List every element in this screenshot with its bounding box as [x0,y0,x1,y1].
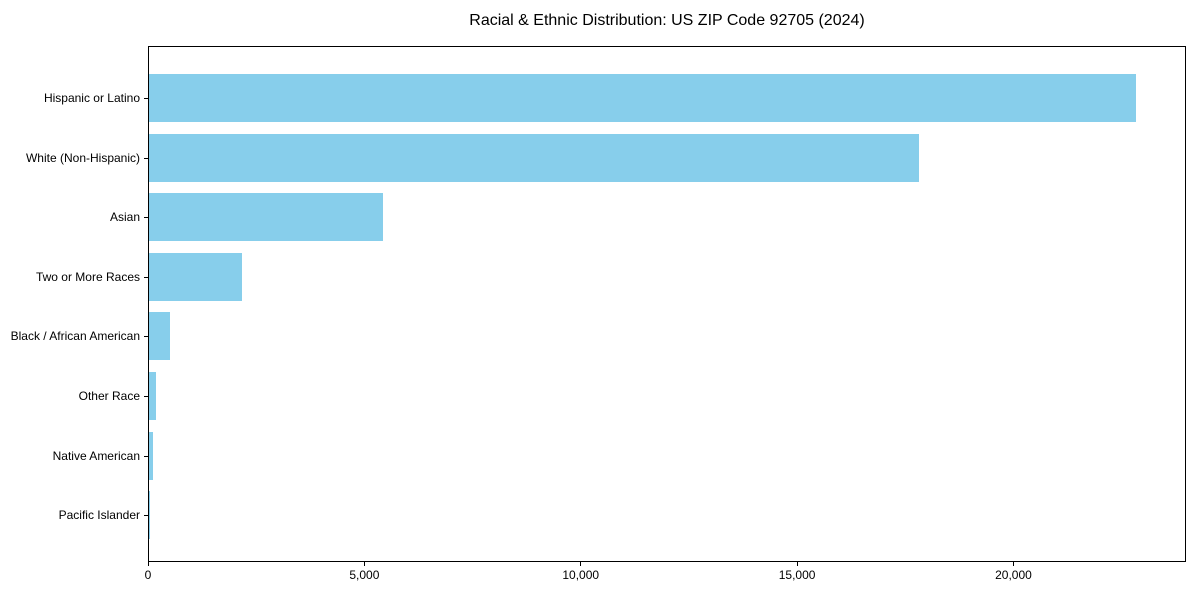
bar [149,193,383,242]
y-tick-mark [144,455,148,457]
plot-area [148,46,1186,562]
y-tick-mark [144,157,148,159]
x-tick-mark [796,562,798,566]
bar [149,252,243,301]
bar [149,491,150,540]
x-axis-label: 10,000 [562,568,600,582]
y-axis-label: Two or More Races [35,269,140,284]
y-tick-mark [144,98,148,99]
y-axis-label: Pacific Islander [58,508,140,523]
y-axis-label: White (Non-Hispanic) [25,150,140,165]
y-tick-mark [144,276,148,278]
bar [149,431,154,480]
y-axis-label: Black / African American [10,329,140,344]
chart-title: Racial & Ethnic Distribution: US ZIP Cod… [469,12,865,29]
x-tick-mark [580,562,582,566]
bar [149,372,157,420]
y-axis-label: Asian [109,210,140,225]
y-axis-label: Native American [52,448,140,463]
y-axis-label: Other Race [78,389,140,403]
bar [149,133,920,182]
bar [149,312,171,361]
bar [149,74,1136,122]
y-tick-mark [144,396,148,397]
y-tick-mark [144,515,148,517]
y-tick-mark [144,217,148,219]
x-axis-label: 15,000 [778,568,816,582]
y-axis-label: Hispanic or Latino [43,91,140,105]
x-tick-mark [147,562,149,566]
x-axis-label: 0 [144,568,152,582]
x-axis-label: 20,000 [995,568,1032,582]
x-tick-mark [1012,562,1014,566]
x-axis-label: 5,000 [349,568,380,582]
y-tick-mark [144,336,148,338]
x-tick-mark [363,562,365,566]
